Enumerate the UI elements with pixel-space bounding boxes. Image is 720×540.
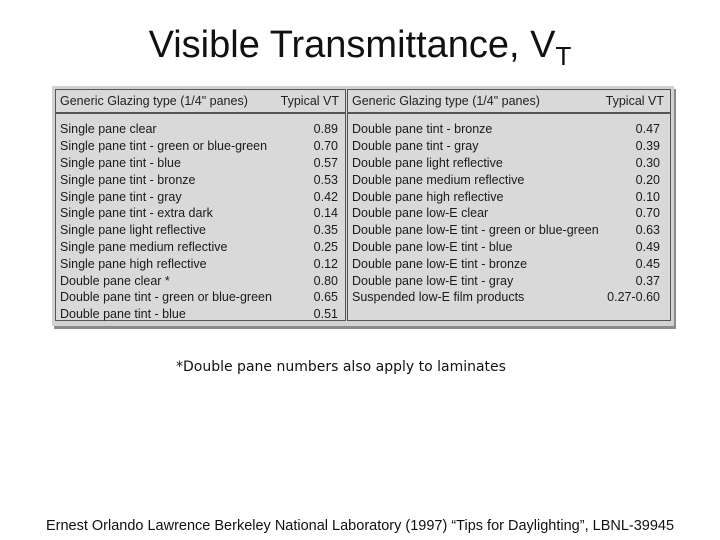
glazing-type-cell: Suspended low-E film products xyxy=(352,290,525,305)
table-row: Single pane high reflective 0.12 xyxy=(56,255,345,272)
column-header-vt: Typical VT xyxy=(280,94,339,108)
table-header-right: Generic Glazing type (1/4" panes) Typica… xyxy=(348,90,670,114)
glazing-type-cell: Double pane tint - green or blue-green xyxy=(60,290,272,305)
typical-vt-cell: 0.80 xyxy=(313,273,338,288)
table-row: Single pane tint - blue 0.57 xyxy=(56,155,345,172)
table-rows-left: Single pane clear 0.89 Single pane tint - … xyxy=(56,114,345,323)
table-row: Single pane medium reflective 0.25 xyxy=(56,239,345,256)
typical-vt-cell: 0.51 xyxy=(313,307,338,322)
column-header-vt: Typical VT xyxy=(605,94,664,108)
table-row: Double pane low-E tint - bronze 0.45 xyxy=(348,255,670,272)
column-header-type: Generic Glazing type (1/4" panes) xyxy=(352,94,540,108)
table-row: Double pane low-E tint - gray 0.37 xyxy=(348,272,670,289)
table-row: Single pane tint - bronze 0.53 xyxy=(56,171,345,188)
typical-vt-cell: 0.39 xyxy=(635,139,660,154)
glazing-type-cell: Single pane clear xyxy=(60,122,157,137)
glazing-type-cell: Double pane low-E clear xyxy=(352,206,489,221)
table-row: Double pane low-E clear 0.70 xyxy=(348,205,670,222)
title-subscript: T xyxy=(555,41,572,71)
table-panel-right: Generic Glazing type (1/4" panes) Typica… xyxy=(347,89,671,321)
glazing-type-cell: Single pane medium reflective xyxy=(60,239,228,254)
table-row: Double pane medium reflective 0.20 xyxy=(348,171,670,188)
table-row: Suspended low-E film products 0.27-0.60 xyxy=(348,289,670,306)
typical-vt-cell: 0.65 xyxy=(313,290,338,305)
table-row: Double pane tint - gray 0.39 xyxy=(348,138,670,155)
glazing-type-cell: Double pane low-E tint - gray xyxy=(352,273,514,288)
typical-vt-cell: 0.89 xyxy=(313,122,338,137)
glazing-type-cell: Double pane tint - bronze xyxy=(352,122,493,137)
table-rows-right: Double pane tint - bronze 0.47 Double pane… xyxy=(348,114,670,306)
typical-vt-cell: 0.42 xyxy=(313,189,338,204)
glazing-type-cell: Double pane tint - blue xyxy=(60,307,186,322)
typical-vt-cell: 0.30 xyxy=(635,155,660,170)
table-row: Single pane tint - green or blue-green 0.… xyxy=(56,138,345,155)
table-row: Double pane tint - bronze 0.47 xyxy=(348,121,670,138)
table-row: Double pane light reflective 0.30 xyxy=(348,155,670,172)
glazing-type-cell: Double pane low-E tint - green or blue-g… xyxy=(352,223,599,238)
typical-vt-cell: 0.27-0.60 xyxy=(607,290,660,305)
typical-vt-cell: 0.25 xyxy=(313,239,338,254)
glazing-type-cell: Single pane tint - gray xyxy=(60,189,182,204)
table-row: Single pane light reflective 0.35 xyxy=(56,222,345,239)
citation: Ernest Orlando Lawrence Berkeley Nationa… xyxy=(45,518,675,534)
table-row: Double pane clear * 0.80 xyxy=(56,272,345,289)
glazing-type-cell: Double pane medium reflective xyxy=(352,172,525,187)
typical-vt-cell: 0.70 xyxy=(635,206,660,221)
typical-vt-cell: 0.45 xyxy=(635,256,660,271)
glazing-type-cell: Single pane tint - green or blue-green xyxy=(60,139,268,154)
table-row: Single pane clear 0.89 xyxy=(56,121,345,138)
table-row: Single pane tint - extra dark 0.14 xyxy=(56,205,345,222)
typical-vt-cell: 0.49 xyxy=(635,239,660,254)
glazing-type-cell: Single pane tint - blue xyxy=(60,155,181,170)
typical-vt-cell: 0.12 xyxy=(313,256,338,271)
glazing-type-cell: Single pane tint - bronze xyxy=(60,172,196,187)
table-row: Double pane tint - green or blue-green 0.… xyxy=(56,289,345,306)
glazing-type-cell: Double pane light reflective xyxy=(352,155,503,170)
typical-vt-cell: 0.35 xyxy=(313,223,338,238)
table-row: Double pane low-E tint - blue 0.49 xyxy=(348,239,670,256)
page-title: Visible Transmittance, VT xyxy=(0,22,720,79)
table-row: Double pane tint - blue 0.51 xyxy=(56,306,345,323)
glazing-type-cell: Single pane light reflective xyxy=(60,223,206,238)
glazing-type-cell: Single pane high reflective xyxy=(60,256,207,271)
glazing-type-cell: Double pane clear * xyxy=(60,273,170,288)
glazing-type-cell: Single pane tint - extra dark xyxy=(60,206,213,221)
footnote: *Double pane numbers also apply to lamin… xyxy=(176,359,506,375)
typical-vt-cell: 0.63 xyxy=(635,223,660,238)
glazing-table: Generic Glazing type (1/4" panes) Typica… xyxy=(52,86,674,326)
typical-vt-cell: 0.37 xyxy=(635,273,660,288)
table-row: Double pane high reflective 0.10 xyxy=(348,188,670,205)
glazing-type-cell: Double pane high reflective xyxy=(352,189,504,204)
title-main: Visible Transmittance, V xyxy=(148,24,556,66)
typical-vt-cell: 0.20 xyxy=(635,172,660,187)
typical-vt-cell: 0.14 xyxy=(313,206,338,221)
typical-vt-cell: 0.47 xyxy=(635,122,660,137)
glazing-type-cell: Double pane low-E tint - bronze xyxy=(352,256,528,271)
table-row: Double pane low-E tint - green or blue-g… xyxy=(348,222,670,239)
glazing-type-cell: Double pane tint - gray xyxy=(352,139,479,154)
table-row: Single pane tint - gray 0.42 xyxy=(56,188,345,205)
table-header-left: Generic Glazing type (1/4" panes) Typica… xyxy=(56,90,345,114)
glazing-type-cell: Double pane low-E tint - blue xyxy=(352,239,513,254)
typical-vt-cell: 0.57 xyxy=(313,155,338,170)
column-header-type: Generic Glazing type (1/4" panes) xyxy=(60,94,248,108)
typical-vt-cell: 0.53 xyxy=(313,172,338,187)
typical-vt-cell: 0.70 xyxy=(313,139,338,154)
table-panel-left: Generic Glazing type (1/4" panes) Typica… xyxy=(55,89,346,321)
typical-vt-cell: 0.10 xyxy=(635,189,660,204)
